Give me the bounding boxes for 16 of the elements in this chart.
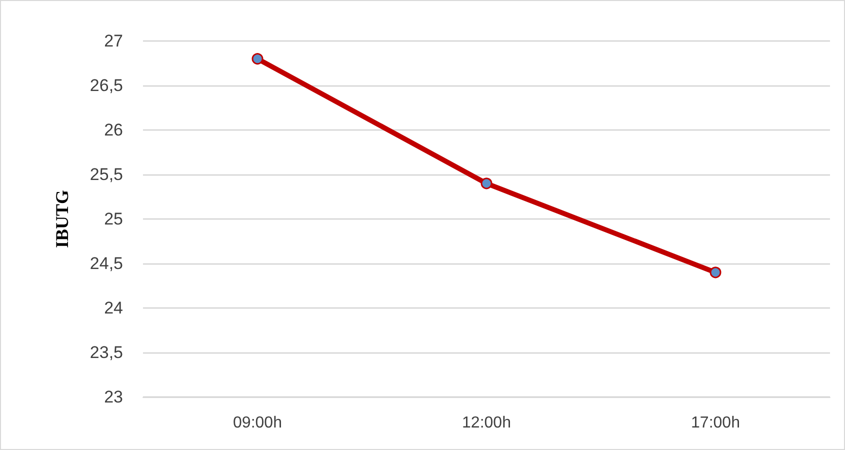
y-tick-label: 26,5 — [90, 76, 123, 95]
y-axis-title: IBUTG — [52, 190, 72, 248]
x-tick-label: 12:00h — [462, 414, 511, 432]
y-tick-label: 25 — [104, 210, 123, 228]
x-tick-label: 17:00h — [691, 414, 740, 432]
y-tick-label: 24 — [104, 298, 123, 318]
x-tick-label: 09:00h — [233, 414, 282, 432]
y-tick-label: 23,5 — [90, 343, 123, 362]
point — [252, 53, 264, 65]
y-tick-label: 24,5 — [90, 254, 123, 273]
y-tick-label: 23 — [104, 388, 123, 406]
y-tick-label: 25,5 — [90, 165, 123, 184]
point — [480, 178, 492, 190]
y-tick-label: 27 — [104, 32, 123, 50]
point — [710, 266, 722, 278]
y-tick-label: 26 — [104, 120, 123, 140]
